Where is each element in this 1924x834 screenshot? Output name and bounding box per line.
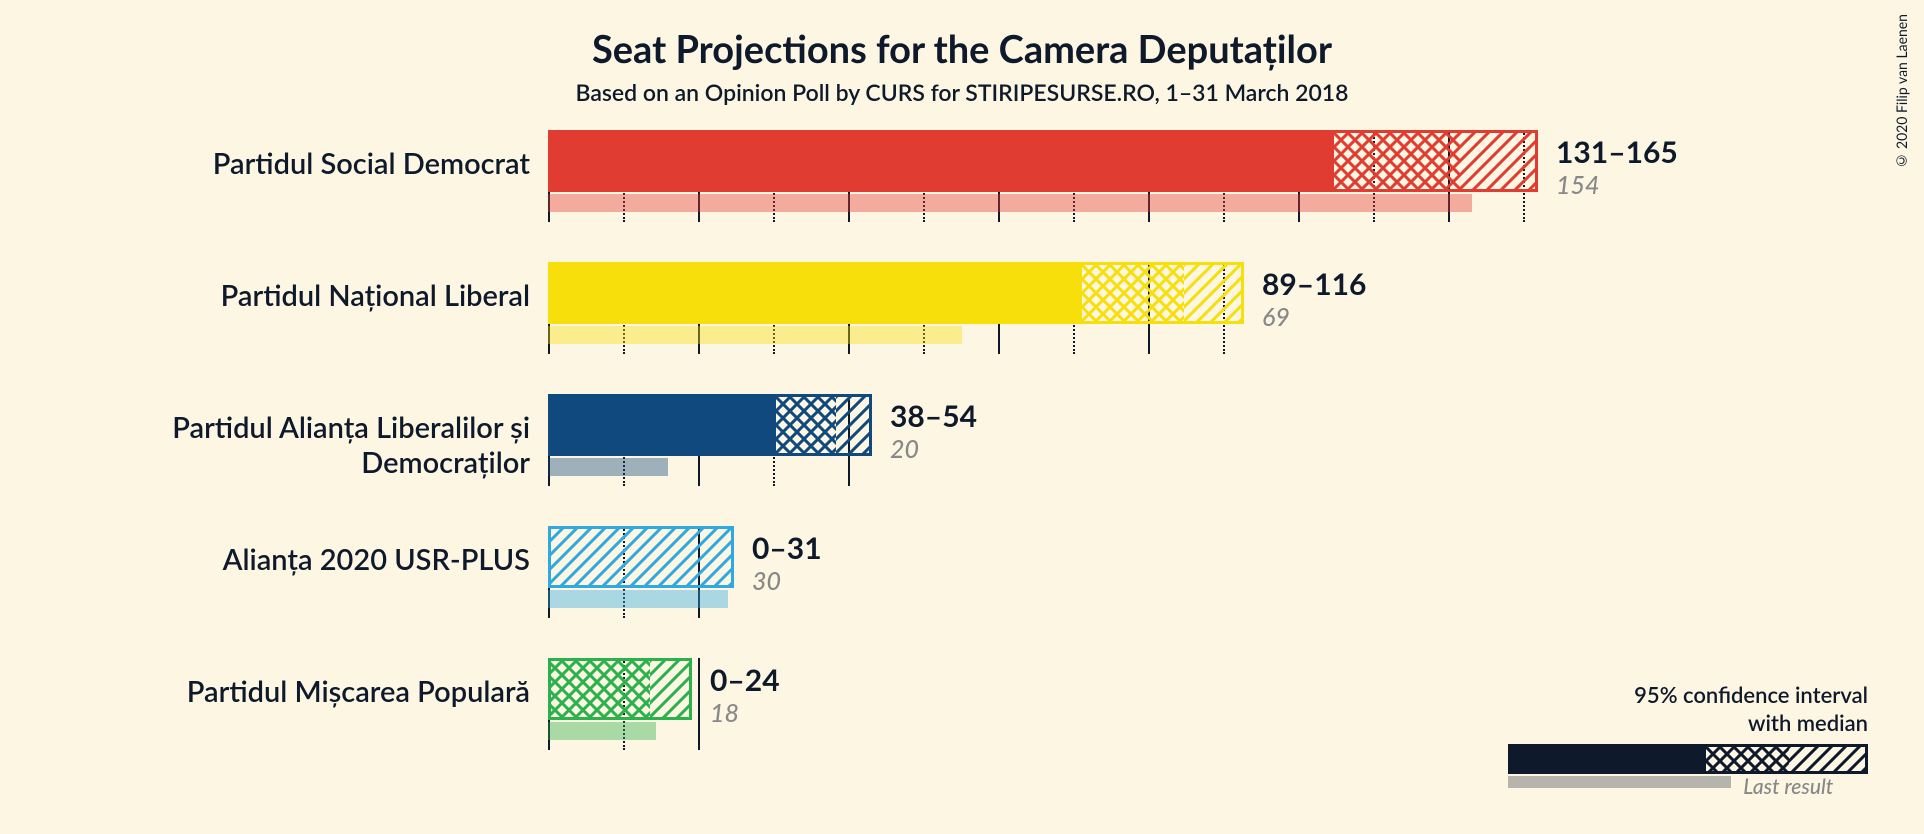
value-range: 0–24 [710, 662, 780, 698]
bar-left-edge [548, 658, 551, 720]
value-range: 0–31 [752, 530, 822, 566]
value-last: 30 [752, 566, 781, 596]
last-result-bar [548, 590, 728, 608]
plot-area: 89–11669 [548, 250, 1568, 382]
last-result-bar [548, 722, 656, 740]
plot-area: 38–5420 [548, 382, 1568, 514]
value-last: 154 [1556, 170, 1600, 200]
plot-area: 131–165154 [548, 118, 1568, 250]
value-range: 131–165 [1556, 134, 1678, 170]
value-last: 18 [710, 698, 739, 728]
bar-crosshatch [1334, 130, 1460, 192]
party-label: Alianța 2020 USR-PLUS [0, 542, 530, 577]
legend-title-line2: with median [1748, 709, 1868, 736]
legend: 95% confidence interval with median Last… [1488, 681, 1868, 794]
bar-crosshatch [548, 658, 650, 720]
bar-left-edge [548, 526, 551, 588]
value-last: 69 [1262, 302, 1290, 332]
bar-crosshatch [1082, 262, 1184, 324]
party-label: Partidul Național Liberal [0, 278, 530, 313]
bar-diag [548, 526, 734, 588]
bar-crosshatch [776, 394, 836, 456]
party-row: Partidul Social Democrat 131–165154 [0, 118, 1924, 250]
last-result-bar [548, 458, 668, 476]
legend-title: 95% confidence interval with median [1488, 681, 1868, 736]
legend-bar: Last result [1508, 744, 1868, 794]
value-range: 89–116 [1262, 266, 1366, 302]
legend-title-line1: 95% confidence interval [1634, 681, 1868, 708]
party-row: Alianța 2020 USR-PLUS 0–3130 [0, 514, 1924, 646]
legend-last-bar [1508, 776, 1731, 788]
party-row: Partidul Alianța Liberalilor și Democraț… [0, 382, 1924, 514]
legend-bar-cross [1706, 744, 1789, 774]
plot-area: 0–2418 [548, 646, 1568, 778]
party-label: Partidul Mișcarea Populară [0, 674, 530, 709]
legend-bar-solid [1508, 744, 1706, 774]
party-label: Partidul Social Democrat [0, 146, 530, 181]
last-result-bar [548, 194, 1472, 212]
plot-area: 0–3130 [548, 514, 1568, 646]
grid-major [698, 658, 700, 750]
value-last: 20 [890, 434, 919, 464]
value-range: 38–54 [890, 398, 977, 434]
bar-solid [548, 262, 1082, 324]
bar-solid [548, 130, 1334, 192]
legend-last-label: Last result [1743, 774, 1833, 799]
party-label: Partidul Alianța Liberalilor și Democraț… [0, 410, 530, 480]
bar-diag [836, 394, 872, 456]
chart-title: Seat Projections for the Camera Deputați… [0, 0, 1924, 72]
bar-diag [650, 658, 692, 720]
bar-diag [1184, 262, 1244, 324]
bar-diag [1460, 130, 1538, 192]
chart-subtitle: Based on an Opinion Poll by CURS for STI… [0, 72, 1924, 106]
bar-solid [548, 394, 776, 456]
legend-bar-diag [1789, 744, 1868, 774]
party-row: Partidul Național Liberal 89–11669 [0, 250, 1924, 382]
last-result-bar [548, 326, 962, 344]
